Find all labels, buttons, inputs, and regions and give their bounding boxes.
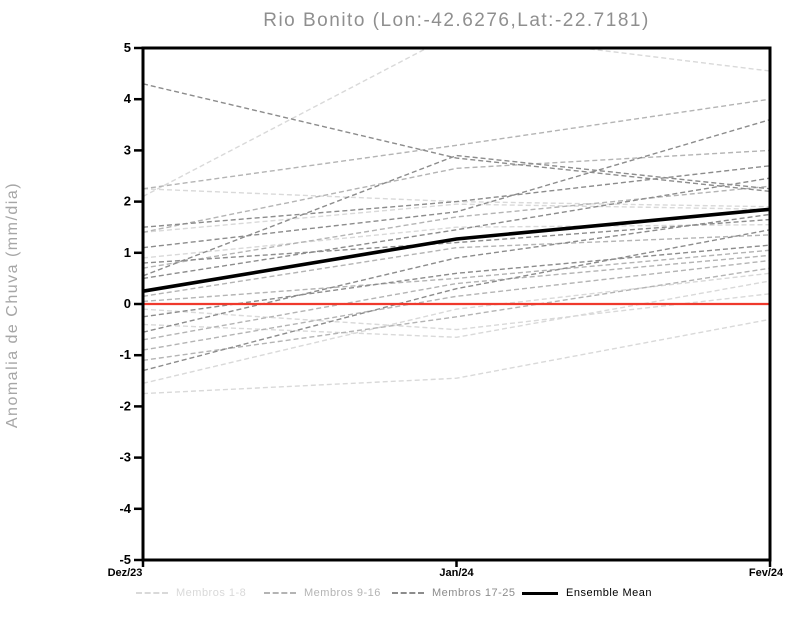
member-line-group3	[143, 119, 770, 249]
member-line-group2	[143, 267, 770, 362]
member-line-group2	[143, 185, 770, 269]
dashed-line-swatch	[264, 592, 296, 594]
member-line-group1	[143, 203, 770, 234]
dashed-line-swatch	[392, 592, 424, 594]
member-line-group3	[143, 165, 770, 228]
legend-label: Membros 17-25	[432, 587, 516, 599]
ensemble-mean-line	[142, 207, 771, 293]
y-tick-label: 0	[124, 296, 131, 311]
y-tick-label: 5	[124, 40, 131, 55]
legend-label: Membros 1-8	[176, 587, 247, 599]
member-line-group2	[143, 234, 770, 298]
legend-label: Membros 9-16	[304, 587, 381, 599]
solid-line-swatch	[522, 591, 558, 595]
member-line-group1	[143, 318, 770, 395]
member-line-group2	[143, 98, 770, 190]
y-tick-label: 3	[124, 142, 131, 157]
x-tick-label: Dez/23	[108, 567, 143, 579]
legend-entry-ensemble-mean: Ensemble Mean	[522, 586, 652, 600]
y-tick-label: 2	[124, 194, 131, 209]
dashed-line-swatch	[136, 592, 168, 594]
member-line-group2	[143, 149, 770, 234]
member-line-group1	[143, 48, 770, 198]
y-tick-label: 1	[124, 245, 131, 260]
chart-title: Rio Bonito (Lon:-42.6276,Lat:-22.7181)	[263, 10, 650, 31]
y-tick-label: -4	[119, 501, 131, 516]
member-line-group3	[143, 229, 770, 372]
legend-entry-membros-1-8: Membros 1-8	[136, 586, 246, 600]
member-line-group1	[143, 272, 770, 385]
member-line-group3	[143, 244, 770, 318]
y-tick-label: 4	[124, 91, 132, 106]
y-tick-label: -1	[119, 347, 131, 362]
member-line-group1	[143, 293, 770, 331]
member-line-group1	[143, 280, 770, 338]
x-tick-label: Jan/24	[439, 567, 474, 579]
y-tick-label: -2	[119, 398, 131, 413]
y-tick-label: -3	[119, 450, 131, 465]
legend-label: Ensemble Mean	[566, 587, 652, 599]
x-tick-label: Fev/24	[749, 567, 784, 579]
y-tick-label: -5	[119, 552, 131, 567]
member-line-group3	[143, 218, 770, 264]
member-line-group3	[143, 177, 770, 280]
member-line-group3	[143, 83, 770, 193]
member-line-group2	[143, 249, 770, 303]
member-line-group3	[143, 213, 770, 333]
legend-entry-membros-17-25: Membros 17-25	[392, 586, 516, 600]
member-line-group1	[143, 223, 770, 259]
member-line-group2	[143, 259, 770, 351]
legend-entry-membros-9-16: Membros 9-16	[264, 586, 381, 600]
member-line-group2	[143, 254, 770, 341]
